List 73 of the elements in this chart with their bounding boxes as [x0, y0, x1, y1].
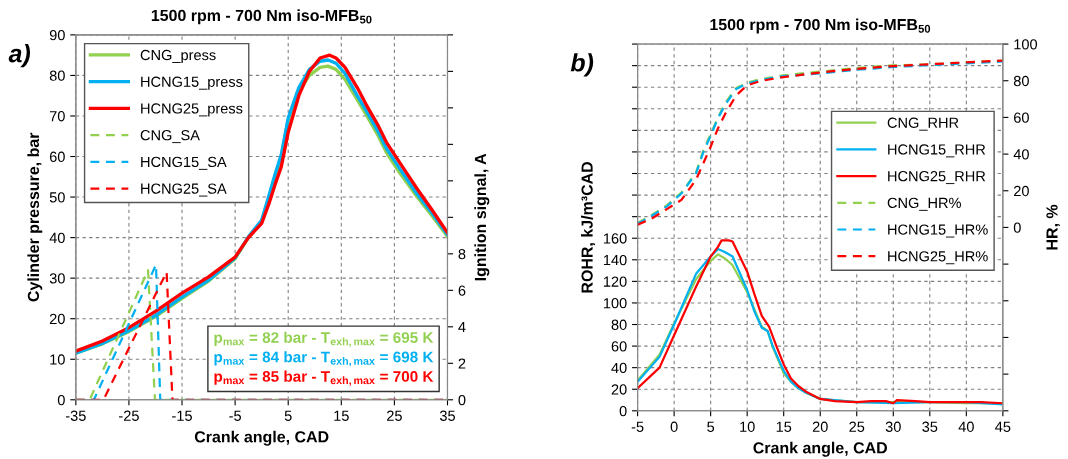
- y-tick-label: 140: [603, 254, 627, 266]
- x-tick-label: -35: [65, 410, 86, 421]
- y-tick-label: 40: [49, 232, 65, 244]
- y-tick-label: 0: [57, 394, 65, 406]
- legend-label: CNG_press: [140, 49, 216, 64]
- x-axis-title: Crank angle, CAD: [194, 430, 329, 446]
- y2-tick-label: 0: [458, 394, 466, 406]
- text: a): [8, 44, 31, 68]
- chart-title: 1500 rpm - 700 Nm iso-MFB$_{50}$: [710, 18, 931, 34]
- y-tick-label: 100: [603, 298, 627, 309]
- x-tick-label: 40: [958, 421, 974, 432]
- y2-tick-label: 4: [458, 322, 466, 333]
- annotation: p$_{max}$ = 82 bar - T$_{exh,max}$ = 695 K: [214, 331, 434, 347]
- x-tick-label: -5: [229, 410, 241, 421]
- x-tick-label: 25: [849, 421, 865, 432]
- legend-label: HCNG25_RHR: [888, 170, 986, 185]
- x-tick-label: 25: [387, 410, 402, 421]
- chart-title: 1500 rpm - 700 Nm iso-MFB$_{50}$: [151, 9, 372, 25]
- y-tick-label: 20: [49, 313, 65, 325]
- x-tick-label: 5: [707, 421, 715, 432]
- legend-label: HCNG25_press: [141, 103, 243, 117]
- y2-tick-label: 100: [1014, 39, 1038, 50]
- x-tick-label: -25: [119, 410, 139, 421]
- y-tick-label: 20: [611, 384, 627, 395]
- y-tick-label: 50: [49, 192, 65, 203]
- y2-tick-label: 80: [1013, 75, 1029, 87]
- y-tick-label: 70: [49, 111, 65, 122]
- x-tick-label: 15: [776, 421, 792, 432]
- x-tick-label: -5: [631, 421, 644, 432]
- legend-label: HCNG15_SA: [141, 156, 227, 170]
- annotation: p$_{max}$ = 85 bar - T$_{exh,max}$ = 700 K: [214, 370, 434, 386]
- legend-label: HCNG25_SA: [141, 183, 227, 197]
- y2-tick-label: 2: [458, 358, 466, 369]
- y-tick-label: 60: [49, 151, 65, 162]
- y-tick-label: 40: [611, 362, 627, 374]
- x-tick-label: 0: [670, 421, 678, 432]
- legend-label: CNG_HR%: [887, 197, 961, 211]
- y-tick-label: 120: [603, 276, 627, 287]
- x-tick-label: 35: [439, 410, 455, 421]
- y2-tick-label: 6: [458, 285, 466, 296]
- y2-tick-label: 60: [1014, 112, 1029, 123]
- x-axis-title: Crank angle, CAD: [753, 441, 888, 457]
- y-tick-label: 10: [50, 354, 65, 365]
- y-tick-label: 60: [611, 341, 627, 352]
- y2-axis-title: HR, %: [1046, 204, 1060, 250]
- legend-label: HCNG15_press: [141, 76, 243, 90]
- y2-tick-label: 20: [1014, 185, 1029, 197]
- text: b): [570, 53, 594, 77]
- x-tick-label: -15: [172, 410, 192, 421]
- annotation: p$_{max}$ = 84 bar - T$_{exh,max}$ = 698 K: [214, 351, 434, 367]
- x-tick-label: 45: [995, 421, 1011, 432]
- x-tick-label: 5: [284, 410, 292, 421]
- y2-tick-label: 0: [1013, 222, 1021, 233]
- legend-label: HCNG25_HR%: [888, 251, 988, 265]
- y-tick-label: 80: [49, 70, 65, 81]
- y2-tick-label: 8: [458, 248, 466, 260]
- y-tick-label: 30: [49, 273, 65, 284]
- x-tick-label: 30: [885, 421, 901, 432]
- legend-label: CNG_RHR: [887, 117, 959, 131]
- legend-label: HCNG15_HR%: [888, 224, 988, 238]
- y-tick-label: 90: [49, 29, 65, 41]
- y-tick-label: 80: [611, 319, 627, 330]
- y-axis-title: ROHR, kJ/m³CAD: [581, 161, 596, 293]
- y2-axis-title: Ignition signal, A: [474, 153, 490, 281]
- x-tick-label: 35: [922, 421, 938, 432]
- legend-label: CNG_SA: [140, 130, 200, 144]
- x-tick-label: 15: [334, 410, 349, 421]
- x-tick-label: 20: [812, 421, 828, 432]
- legend-label: HCNG15_RHR: [888, 144, 986, 158]
- y2-tick-label: 40: [1013, 149, 1029, 160]
- y-tick-label: 160: [603, 233, 627, 244]
- x-tick-label: 10: [740, 421, 755, 432]
- y-axis-title: Cylinder pressure, bar: [27, 132, 43, 302]
